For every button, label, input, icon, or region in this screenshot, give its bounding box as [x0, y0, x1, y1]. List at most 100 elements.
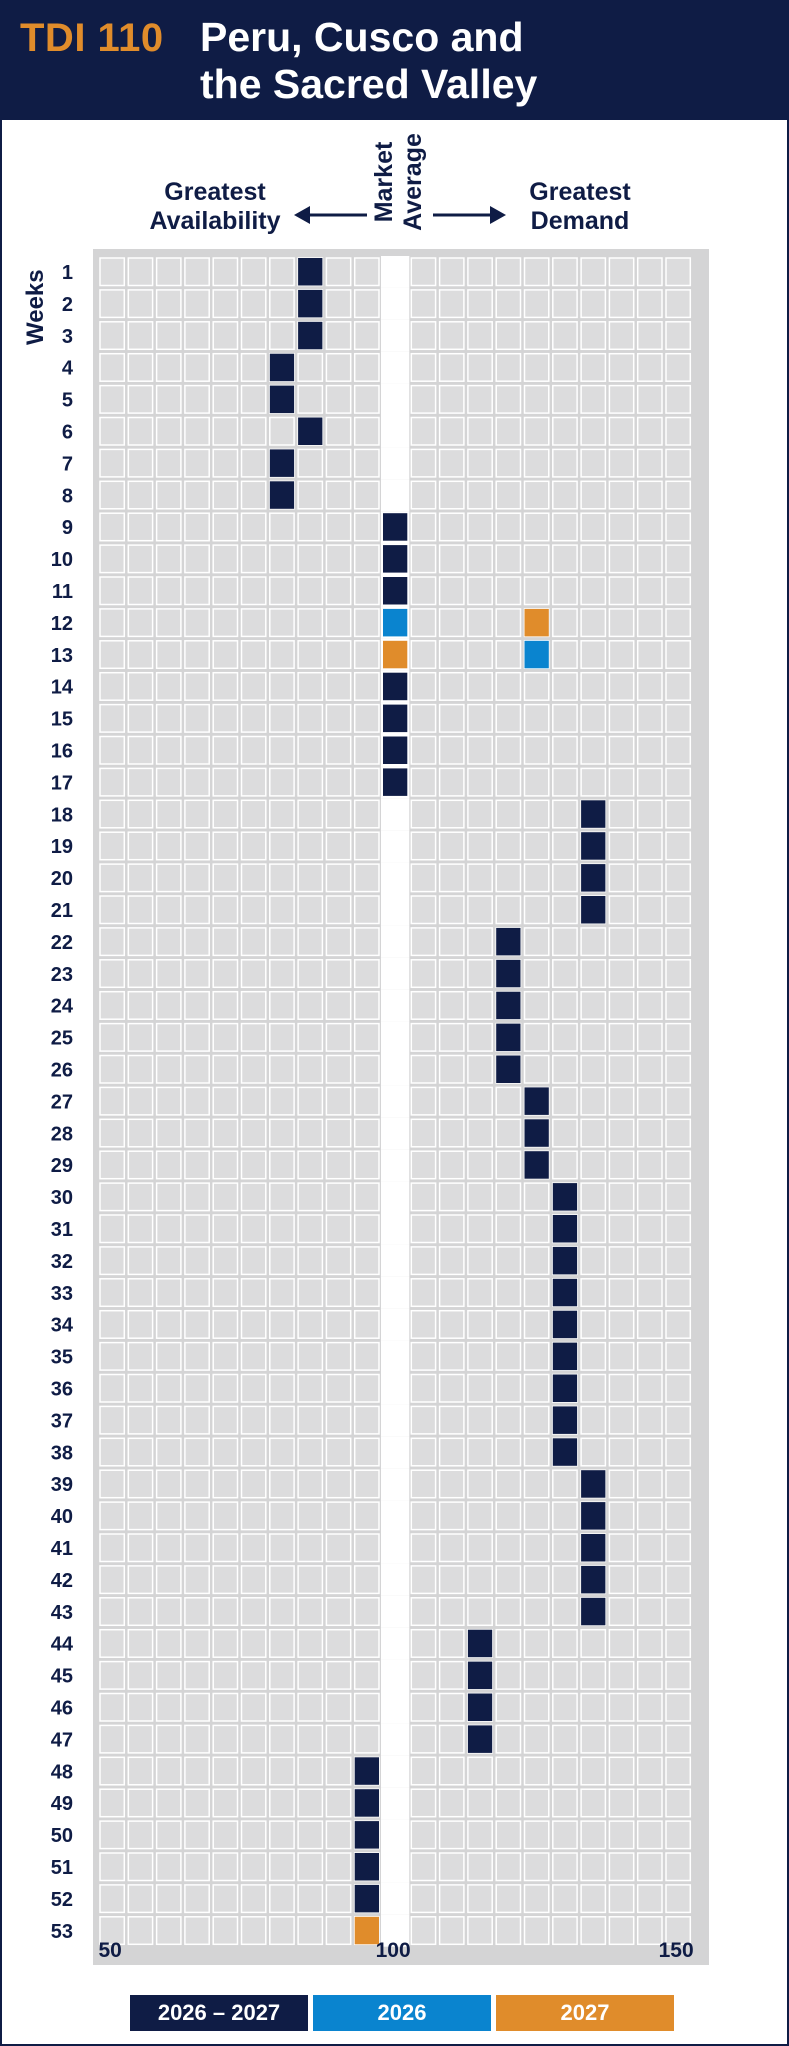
- grid-cell: [269, 1884, 295, 1914]
- week-label: 20: [51, 868, 73, 890]
- grid-cell: [212, 1916, 239, 1946]
- grid-cell: [438, 1086, 465, 1116]
- grid-cell: [353, 576, 380, 606]
- grid-cell: [438, 1884, 465, 1914]
- grid-cell: [127, 416, 154, 446]
- grid-cell: [410, 1788, 437, 1818]
- grid-cell: [495, 895, 522, 925]
- market-average-column: [381, 1691, 410, 1724]
- grid-cell: [184, 1756, 210, 1786]
- grid-cell: [325, 703, 352, 733]
- grid-cell: [184, 289, 210, 319]
- grid-cell: [155, 863, 182, 893]
- grid-cell: [552, 289, 578, 319]
- grid-cell: [552, 1118, 578, 1148]
- grid-cell: [99, 1884, 126, 1914]
- grid-cell: [636, 1086, 663, 1116]
- grid-cell: [665, 416, 692, 446]
- grid-cell: [325, 1628, 352, 1658]
- grid-cell: [99, 799, 126, 829]
- grid-cell: [580, 1852, 607, 1882]
- grid-cell: [184, 1118, 210, 1148]
- grid-cell: [184, 1533, 210, 1563]
- grid-cell: [297, 1916, 324, 1946]
- grid-cell: [438, 321, 465, 351]
- grid-cell: [353, 735, 380, 765]
- grid-cell: [353, 1501, 380, 1531]
- grid-cell: [665, 1054, 692, 1084]
- grid-cell: [212, 1278, 239, 1308]
- grid-cell: [99, 1373, 126, 1403]
- grid-cell: [495, 1692, 522, 1722]
- grid-cell: [410, 1022, 437, 1052]
- grid-cell: [636, 1692, 663, 1722]
- grid-cell: [665, 1692, 692, 1722]
- grid-cell: [212, 1565, 239, 1595]
- grid-cell: [523, 1373, 550, 1403]
- grid-cell: [184, 671, 210, 701]
- data-mark-week-22: [496, 927, 521, 956]
- grid-cell: [552, 1884, 578, 1914]
- grid-cell: [552, 895, 578, 925]
- grid-cell: [99, 671, 126, 701]
- grid-cell: [580, 703, 607, 733]
- market-average-column: [381, 798, 410, 831]
- grid-cell: [608, 608, 635, 638]
- grid-cell: [269, 1501, 295, 1531]
- grid-cell: [297, 1724, 324, 1754]
- market-average-column: [381, 1627, 410, 1660]
- grid-cell: [636, 1469, 663, 1499]
- grid-cell: [297, 1086, 324, 1116]
- grid-cell: [353, 1086, 380, 1116]
- grid-cell: [99, 1054, 126, 1084]
- grid-cell: [410, 576, 437, 606]
- grid-cell: [636, 1437, 663, 1467]
- grid-cell: [636, 1501, 663, 1531]
- grid-cell: [99, 1852, 126, 1882]
- grid-cell: [325, 1533, 352, 1563]
- grid-cell: [410, 1341, 437, 1371]
- grid-cell: [410, 512, 437, 542]
- grid-cell: [580, 1214, 607, 1244]
- data-mark-week-3: [298, 321, 323, 350]
- grid-cell: [184, 1916, 210, 1946]
- grid-cell: [353, 512, 380, 542]
- grid-cell: [212, 352, 239, 382]
- grid-cell: [99, 735, 126, 765]
- grid-cell: [665, 1788, 692, 1818]
- grid-cell: [353, 1278, 380, 1308]
- grid-cell: [552, 735, 578, 765]
- grid-cell: [410, 608, 437, 638]
- week-label: 35: [51, 1347, 73, 1369]
- data-mark-week-46: [467, 1693, 493, 1721]
- grid-cell: [155, 1884, 182, 1914]
- grid-cell: [467, 1756, 493, 1786]
- grid-cell: [325, 1916, 352, 1946]
- grid-cell: [269, 1309, 295, 1339]
- grid-cell: [665, 1756, 692, 1786]
- grid-cell: [99, 1501, 126, 1531]
- market-average-column: [381, 1340, 410, 1373]
- grid-cell: [155, 352, 182, 382]
- grid-cell: [297, 1182, 324, 1212]
- grid-cell: [523, 1405, 550, 1435]
- grid-cell: [269, 608, 295, 638]
- data-mark-week-32: [552, 1246, 578, 1275]
- grid-cell: [410, 1469, 437, 1499]
- grid-cell: [552, 799, 578, 829]
- grid-cell: [184, 1246, 210, 1276]
- week-label: 11: [52, 581, 73, 603]
- grid-cell: [467, 289, 493, 319]
- grid-cell: [580, 1437, 607, 1467]
- grid-cell: [438, 990, 465, 1020]
- grid-cell: [467, 480, 493, 510]
- grid-cell: [495, 1628, 522, 1658]
- market-average-column: [381, 989, 410, 1022]
- grid-cell: [580, 1150, 607, 1180]
- grid-cell: [665, 1724, 692, 1754]
- grid-cell: [467, 512, 493, 542]
- grid-cell: [127, 799, 154, 829]
- grid-cell: [495, 1150, 522, 1180]
- grid-cell: [636, 799, 663, 829]
- grid-cell: [665, 1916, 692, 1946]
